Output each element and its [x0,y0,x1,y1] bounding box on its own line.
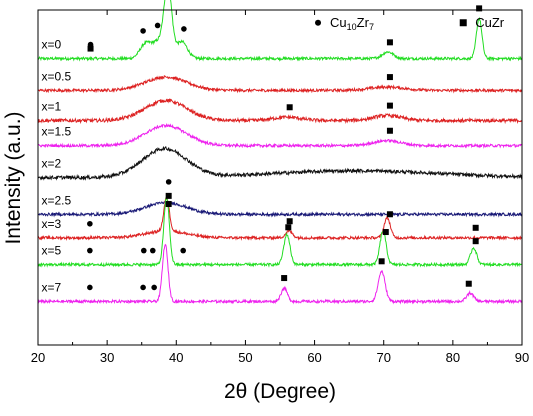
x-tick-label-80: 80 [446,350,460,365]
cu10zr7-marker [87,220,93,227]
cuzr-marker [465,280,472,287]
cu10zr7-marker [180,247,186,254]
legend-square-marker [459,19,467,27]
series-line-x=0.5 [37,75,523,94]
series-label-x=2.5: x=2.5 [41,193,71,207]
x-tick-label-40: 40 [169,350,183,365]
cu10zr7-marker [181,26,187,32]
cuzr-marker [382,229,389,236]
x-tick-label-90: 90 [515,350,529,365]
cuzr-marker [281,275,288,282]
cu10zr7-marker [140,284,146,291]
cuzr-marker [286,218,293,225]
series-line-x=0 [37,0,523,62]
series-label-x=5: x=5 [41,244,61,258]
series-label-x=2: x=2 [41,156,61,170]
series-line-x=7 [37,243,523,305]
cuzr-marker [386,74,393,81]
series-group [37,0,523,305]
series-labels-group: x=0 x=0.5 x=1 x=1.5 x=2 x=2.5 x=3 x=5 x=7 [41,38,71,295]
x-tick-label-60: 60 [307,350,321,365]
cuzr-marker [472,238,479,245]
series-label-x=3: x=3 [41,217,61,231]
markers-group [87,5,483,291]
cu10zr7-marker [140,247,147,254]
cuzr-marker [386,39,393,46]
x-ticks-group: 20 30 40 50 60 70 80 90 [31,10,529,365]
legend: Cu10Zr7 CuZr [315,15,505,32]
x-tick-label-50: 50 [238,350,252,365]
cuzr-marker [165,192,172,199]
legend-circle-marker [315,19,322,26]
x-axis-title: 2θ (Degree) [224,380,336,403]
legend-label-CuZr: CuZr [475,15,505,30]
cu10zr7-marker [165,179,172,185]
x-tick-label-70: 70 [376,350,390,365]
cuzr-marker [87,45,94,52]
series-line-x=1 [37,97,523,125]
cu10zr7-marker [151,284,157,291]
x-tick-label-20: 20 [31,350,45,365]
cu10zr7-marker [87,247,93,254]
cuzr-marker [378,258,385,265]
cuzr-marker [165,201,172,208]
cuzr-marker [386,211,393,218]
cu10zr7-marker [154,22,161,29]
series-line-x=2 [37,145,523,181]
series-line-x=3 [37,196,523,241]
cuzr-marker [472,224,479,231]
series-label-x=1: x=1 [41,100,61,114]
series-line-x=2.5 [37,200,523,218]
cuzr-marker [476,5,483,12]
series-label-x=0: x=0 [41,38,61,52]
cu10zr7-marker [149,247,156,254]
y-axis-title: Intensity (a.u.) [2,111,25,244]
cuzr-marker [286,104,293,111]
cuzr-marker [285,224,292,231]
x-tick-label-30: 30 [100,350,114,365]
legend-label-Cu10Zr7: Cu10Zr7 [330,15,374,32]
series-line-x=5 [37,196,523,268]
series-line-x=1.5 [37,122,523,149]
cu10zr7-marker [87,284,93,291]
cu10zr7-marker [140,28,146,34]
series-label-x=0.5: x=0.5 [41,69,71,83]
series-label-x=7: x=7 [41,280,61,294]
series-label-x=1.5: x=1.5 [41,125,71,139]
cuzr-marker [386,127,393,134]
cuzr-marker [386,102,393,109]
